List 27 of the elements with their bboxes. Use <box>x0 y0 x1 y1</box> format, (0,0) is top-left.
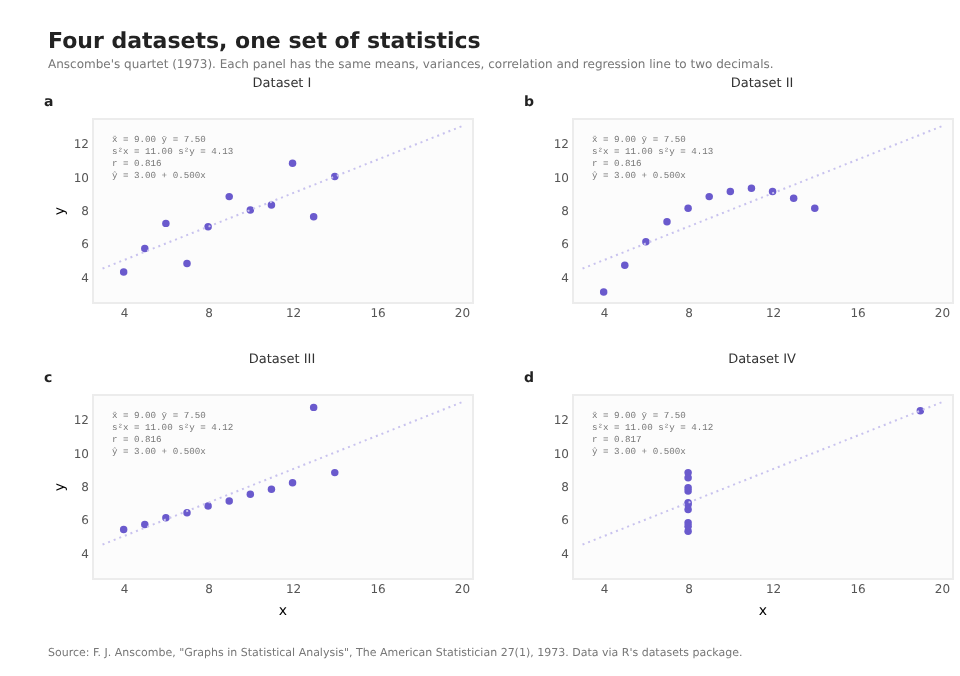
point <box>246 490 255 499</box>
point <box>663 217 671 226</box>
point <box>309 212 318 221</box>
point <box>267 485 276 494</box>
point <box>309 403 318 412</box>
point <box>726 187 735 196</box>
point <box>119 525 128 534</box>
point <box>705 192 713 201</box>
point <box>225 192 233 201</box>
point <box>288 478 297 487</box>
point <box>811 204 819 213</box>
point <box>183 259 191 268</box>
point <box>141 520 149 529</box>
text: Four datasets, one set of statistics <box>48 28 483 54</box>
point <box>684 204 692 213</box>
point <box>119 268 128 276</box>
point <box>621 261 629 269</box>
point <box>183 509 191 517</box>
point <box>747 184 756 192</box>
point <box>331 468 339 477</box>
point <box>141 244 149 253</box>
point <box>225 497 233 505</box>
point <box>599 288 608 296</box>
point <box>162 219 170 228</box>
point <box>204 502 212 510</box>
point <box>288 159 297 167</box>
point <box>789 194 798 203</box>
